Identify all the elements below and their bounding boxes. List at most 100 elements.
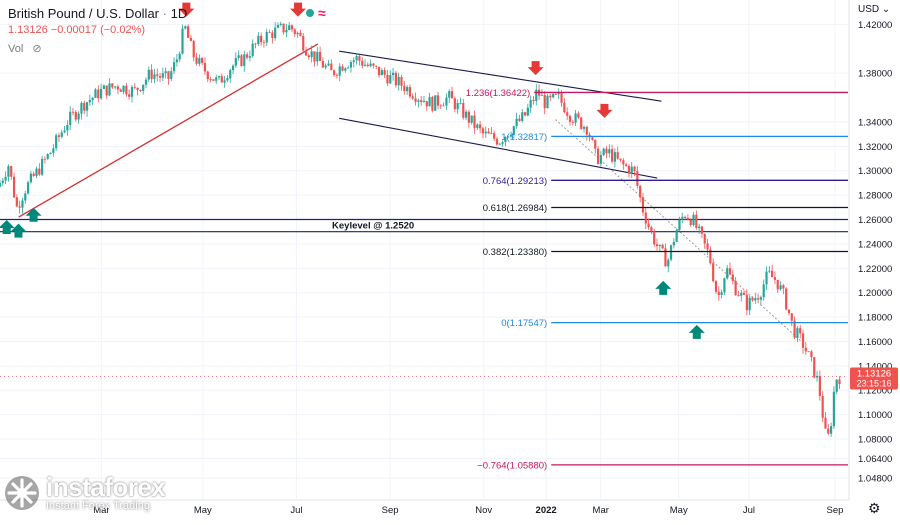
candle-body bbox=[69, 111, 72, 126]
brand-tagline: Instant Forex Trading bbox=[46, 500, 150, 512]
candle-body bbox=[625, 164, 628, 166]
candle-body bbox=[754, 298, 757, 301]
candle-body bbox=[509, 135, 513, 137]
candle-body bbox=[507, 136, 510, 138]
interval-label[interactable]: 1D bbox=[170, 6, 188, 21]
candle-body bbox=[436, 95, 440, 106]
candle-body bbox=[678, 219, 681, 231]
time-tick-label: 2022 bbox=[536, 505, 557, 516]
arrow-down-icon bbox=[596, 103, 613, 118]
candle-body bbox=[714, 281, 718, 292]
candle-body bbox=[439, 105, 442, 107]
candle-body bbox=[88, 100, 91, 103]
candle-body bbox=[720, 292, 723, 295]
candle-body bbox=[498, 143, 501, 145]
candle-body bbox=[487, 131, 490, 134]
candle-body bbox=[602, 148, 605, 156]
candle-body bbox=[397, 76, 400, 86]
candle-body bbox=[215, 77, 218, 81]
candle-body bbox=[344, 68, 347, 71]
candle-body bbox=[829, 426, 833, 434]
candle-body bbox=[712, 263, 715, 282]
candle-body bbox=[18, 206, 21, 208]
candle-body bbox=[4, 176, 7, 181]
candle-body bbox=[422, 101, 426, 103]
candle-body bbox=[616, 152, 619, 159]
candle-body bbox=[815, 375, 819, 378]
candle-body bbox=[529, 100, 532, 108]
price-tick-label: 1.42000 bbox=[858, 20, 892, 31]
candle-body bbox=[187, 26, 190, 38]
candle-body bbox=[358, 56, 361, 61]
fib-level-label: 1(1.32817) bbox=[501, 132, 547, 143]
candle-body bbox=[349, 62, 353, 68]
currency-selector[interactable]: USD ⌄ bbox=[858, 4, 890, 15]
candle-body bbox=[700, 226, 704, 234]
candle-body bbox=[63, 130, 66, 133]
arrow-down-icon bbox=[178, 2, 195, 17]
candle-body bbox=[102, 85, 105, 89]
candle-body bbox=[532, 100, 535, 101]
indicator-status[interactable]: ≈ bbox=[306, 6, 326, 20]
fib-level-label: 0.618(1.26984) bbox=[483, 203, 547, 214]
candle-body bbox=[80, 102, 83, 114]
candle-body bbox=[653, 231, 656, 245]
candle-body bbox=[608, 149, 611, 154]
gear-icon[interactable]: ⚙ bbox=[868, 500, 881, 516]
candle-body bbox=[26, 182, 30, 194]
candle-body bbox=[765, 271, 768, 285]
price-tick-label: 1.24000 bbox=[858, 239, 892, 250]
candle-body bbox=[91, 97, 94, 101]
candle-body bbox=[201, 58, 204, 63]
candle-body bbox=[756, 298, 760, 300]
candle-body bbox=[793, 320, 796, 338]
candle-body bbox=[335, 74, 339, 76]
candle-body bbox=[636, 171, 639, 187]
fib-level-label: 0(1.17547) bbox=[501, 318, 547, 329]
candle-body bbox=[288, 25, 291, 31]
candle-body bbox=[495, 138, 499, 145]
keylevel-label: Keylevel @ 1.2520 bbox=[332, 221, 414, 232]
symbol-title[interactable]: British Pound / U.S. Dollar bbox=[8, 6, 160, 21]
price-tag-box bbox=[850, 367, 898, 390]
fib-level-label: 0.382(1.23380) bbox=[483, 247, 547, 258]
candle-body bbox=[408, 87, 412, 97]
candle-body bbox=[234, 58, 237, 66]
arrow-up-icon bbox=[25, 207, 42, 222]
candle-body bbox=[330, 63, 333, 71]
candle-body bbox=[389, 75, 392, 84]
candle-body bbox=[768, 270, 771, 272]
candle-body bbox=[639, 186, 642, 198]
time-tick-label: Nov bbox=[475, 505, 492, 516]
candle-body bbox=[773, 277, 777, 280]
time-tick-label: May bbox=[670, 505, 688, 516]
candle-body bbox=[591, 137, 594, 140]
candle-body bbox=[698, 226, 701, 228]
time-axis[interactable]: Mar May Jul Sep Nov 2022 Mar May Jul Sep bbox=[93, 505, 843, 516]
eye-off-icon[interactable]: ⊘ bbox=[32, 43, 42, 55]
candle-body bbox=[66, 125, 69, 131]
candle-body bbox=[577, 113, 580, 118]
candle-body bbox=[108, 83, 111, 96]
candle-body bbox=[804, 347, 807, 352]
candle-body bbox=[717, 291, 720, 295]
candle-body bbox=[462, 103, 465, 118]
candle-body bbox=[147, 69, 150, 80]
candle-body bbox=[647, 223, 650, 228]
candle-body bbox=[540, 95, 543, 96]
candle-body bbox=[111, 83, 114, 88]
price-axis[interactable]: 1.42000 1.38000 1.34000 1.32000 1.30000 1.280… bbox=[858, 20, 892, 485]
candle-body bbox=[523, 112, 527, 116]
candle-body bbox=[580, 117, 583, 129]
candle-body bbox=[316, 52, 319, 62]
price-tick-label: 1.30000 bbox=[858, 166, 892, 177]
candle-body bbox=[161, 73, 164, 78]
candle-body bbox=[535, 89, 538, 101]
candle-body bbox=[94, 89, 97, 98]
candle-body bbox=[726, 268, 729, 279]
brand-logo-icon bbox=[5, 476, 39, 510]
time-tick-label: Jul bbox=[290, 505, 302, 516]
volume-legend[interactable]: Vol ⊘ bbox=[8, 42, 42, 55]
